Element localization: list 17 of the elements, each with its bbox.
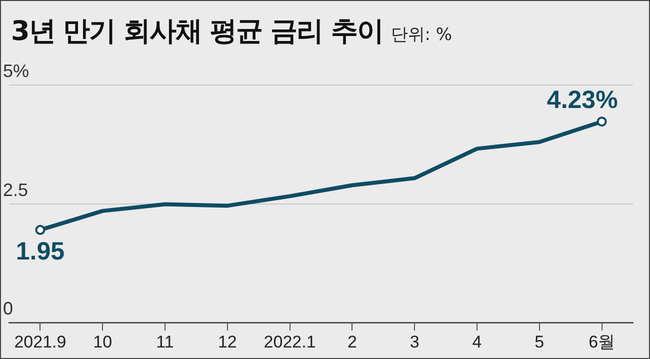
- x-tick-label: 12: [218, 332, 237, 352]
- x-tick-label: 2021.9: [14, 332, 66, 352]
- x-tick-label: 2: [347, 332, 357, 352]
- x-tick-label: 3: [410, 332, 420, 352]
- y-tick-label: 5%: [3, 60, 30, 81]
- x-tick-label: 6월: [588, 332, 616, 352]
- chart-title: 3년 만기 회사채 평균 금리 추이: [11, 15, 383, 49]
- y-tick-label: 2.5: [3, 180, 28, 200]
- chart-subtitle: 단위: %: [390, 24, 452, 46]
- data-label: 1.95: [16, 237, 65, 266]
- x-tick-label: 2022.1: [264, 332, 316, 352]
- data-label: 4.23%: [546, 86, 618, 114]
- y-tick-label: 0: [3, 298, 14, 319]
- x-tick-label: 11: [156, 332, 174, 352]
- x-tick-label: 10: [93, 332, 112, 352]
- x-tick-label: 5: [534, 332, 544, 352]
- x-tick-label: 4: [472, 332, 482, 352]
